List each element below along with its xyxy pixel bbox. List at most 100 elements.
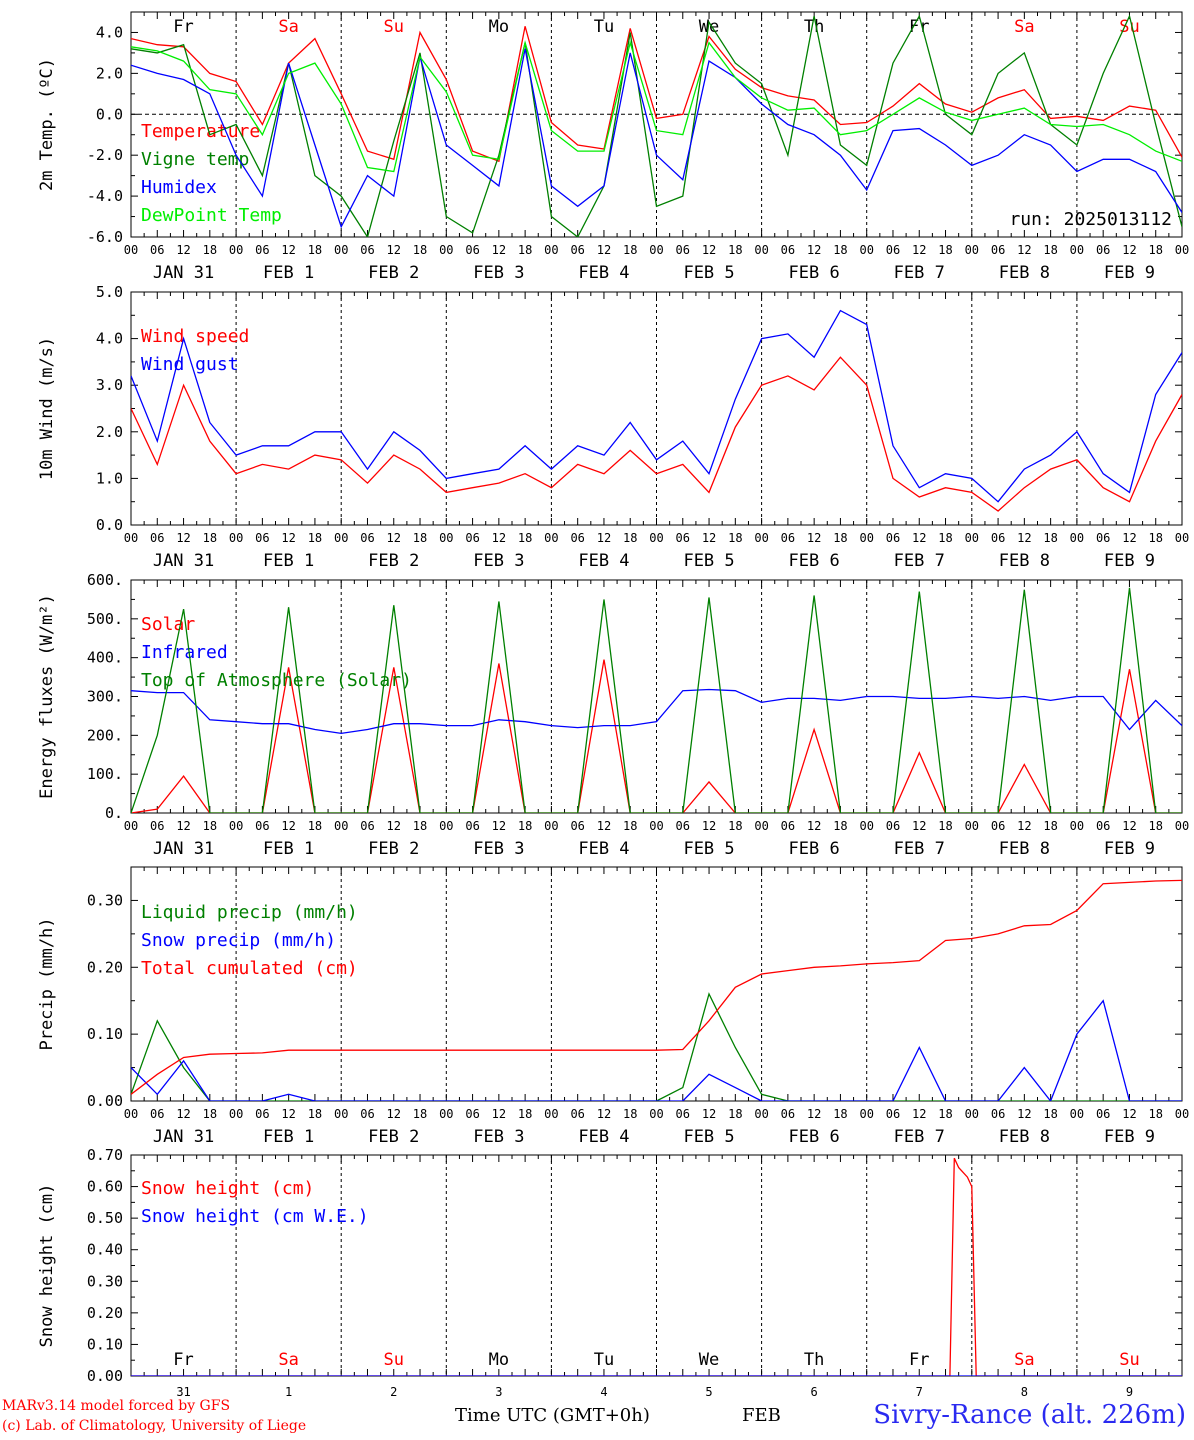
date-label: FEB 4 [578, 551, 629, 571]
legend-entry: Temperature [141, 121, 260, 142]
hour-tick-label: 06 [676, 243, 690, 257]
weekday-label: Sa [278, 1350, 298, 1370]
hour-tick-label: 18 [518, 1107, 532, 1121]
y-tick-label: 0.0 [96, 516, 123, 534]
date-label: JAN 31 [153, 263, 214, 283]
hour-tick-label: 18 [938, 531, 952, 545]
hour-tick-label: 18 [1148, 1107, 1162, 1121]
hour-tick-label: 00 [124, 819, 138, 833]
hour-tick-label: 18 [1043, 1107, 1057, 1121]
hour-tick-label: 00 [754, 819, 768, 833]
hour-tick-label: 12 [597, 819, 611, 833]
hour-tick-label: 00 [334, 243, 348, 257]
hour-tick-label: 06 [570, 819, 584, 833]
series-line-infrared [131, 688, 1182, 735]
date-label: FEB 6 [789, 551, 840, 571]
hour-tick-label: 12 [1122, 819, 1136, 833]
weekday-label: Mo [489, 1350, 509, 1370]
hour-tick-label: 18 [413, 243, 427, 257]
date-label: FEB 1 [263, 551, 314, 571]
y-tick-label: 0.60 [87, 1178, 123, 1196]
date-label: JAN 31 [153, 551, 214, 571]
hour-tick-label: 06 [150, 243, 164, 257]
hour-tick-label: 00 [1175, 1107, 1189, 1121]
hour-tick-label: 06 [991, 531, 1005, 545]
hour-tick-label: 06 [781, 243, 795, 257]
y-axis-label: 2m Temp. (ºC) [37, 58, 57, 191]
legend-entry: Snow height (cm W.E.) [141, 1206, 369, 1227]
legend-entry: Top of Atmosphere (Solar) [141, 670, 412, 691]
legend-entry: Humidex [141, 177, 217, 198]
hour-tick-label: 12 [597, 531, 611, 545]
hour-tick-label: 00 [965, 243, 979, 257]
date-label: FEB 3 [473, 551, 524, 571]
y-tick-label: 0.30 [87, 1272, 123, 1290]
date-label: FEB 5 [683, 551, 734, 571]
hour-tick-label: 00 [439, 531, 453, 545]
hour-tick-label: 06 [1096, 243, 1110, 257]
hour-tick-label: 00 [439, 243, 453, 257]
bottom-date-label: 9 [1126, 1385, 1133, 1399]
hour-tick-label: 12 [387, 1107, 401, 1121]
date-label: FEB 2 [368, 263, 419, 283]
date-label: FEB 6 [789, 839, 840, 859]
weekday-label: Fr [173, 1350, 193, 1370]
series-line-dewpoint-temp [131, 40, 1182, 173]
hour-tick-label: 06 [1096, 819, 1110, 833]
hour-tick-label: 12 [387, 819, 401, 833]
hour-tick-label: 06 [991, 243, 1005, 257]
hour-tick-label: 06 [676, 1107, 690, 1121]
hour-tick-label: 18 [308, 531, 322, 545]
hour-tick-label: 00 [124, 531, 138, 545]
y-tick-label: 0.10 [87, 1025, 123, 1043]
legend-entry: Snow precip (mm/h) [141, 930, 336, 951]
y-tick-label: 3.0 [96, 376, 123, 394]
y-axis-label: Precip (mm/h) [37, 917, 57, 1050]
y-tick-label: 0.30 [87, 891, 123, 909]
date-label: FEB 9 [1104, 839, 1155, 859]
hour-tick-label: 18 [833, 243, 847, 257]
hour-tick-label: 12 [1017, 531, 1031, 545]
hour-tick-label: 18 [308, 819, 322, 833]
hour-tick-label: 12 [1017, 1107, 1031, 1121]
hour-tick-label: 12 [597, 243, 611, 257]
hour-tick-label: 06 [150, 1107, 164, 1121]
hour-tick-label: 18 [938, 819, 952, 833]
hour-tick-label: 00 [1070, 243, 1084, 257]
hour-tick-label: 18 [938, 1107, 952, 1121]
hour-tick-label: 06 [465, 243, 479, 257]
date-label: FEB 1 [263, 263, 314, 283]
hour-tick-label: 18 [623, 531, 637, 545]
hour-tick-label: 00 [754, 1107, 768, 1121]
y-tick-label: 2.0 [96, 423, 123, 441]
station-label: Sivry-Rance (alt. 226m) [873, 1400, 1186, 1430]
hour-tick-label: 06 [1096, 1107, 1110, 1121]
y-tick-label: 0. [105, 804, 123, 822]
y-tick-label: 4.0 [96, 330, 123, 348]
hour-tick-label: 18 [203, 531, 217, 545]
y-tick-label: 500. [87, 610, 123, 628]
hour-tick-label: 06 [465, 1107, 479, 1121]
hour-tick-label: 12 [1017, 243, 1031, 257]
hour-tick-label: 00 [229, 531, 243, 545]
weekday-label: Fr [173, 17, 193, 37]
weekday-label: Sa [1014, 17, 1034, 37]
hour-tick-label: 00 [859, 1107, 873, 1121]
hour-tick-label: 18 [833, 1107, 847, 1121]
hour-tick-label: 06 [570, 243, 584, 257]
hour-tick-label: 06 [150, 819, 164, 833]
date-label: FEB 1 [263, 1127, 314, 1147]
series-line-total-cumulated-cm- [131, 879, 1182, 1095]
y-tick-label: -6.0 [87, 228, 123, 246]
date-label: FEB 8 [999, 839, 1050, 859]
hour-tick-label: 00 [649, 1107, 663, 1121]
weekday-label: Tu [594, 1350, 614, 1370]
time-axis-label: Time UTC (GMT+0h) [455, 1405, 650, 1426]
hour-tick-label: 06 [570, 1107, 584, 1121]
weekday-label: Mo [489, 17, 509, 37]
y-tick-label: 0.70 [87, 1146, 123, 1164]
hour-tick-label: 18 [623, 819, 637, 833]
bottom-month-label: FEB [742, 1405, 781, 1426]
weekday-label: We [699, 17, 719, 37]
